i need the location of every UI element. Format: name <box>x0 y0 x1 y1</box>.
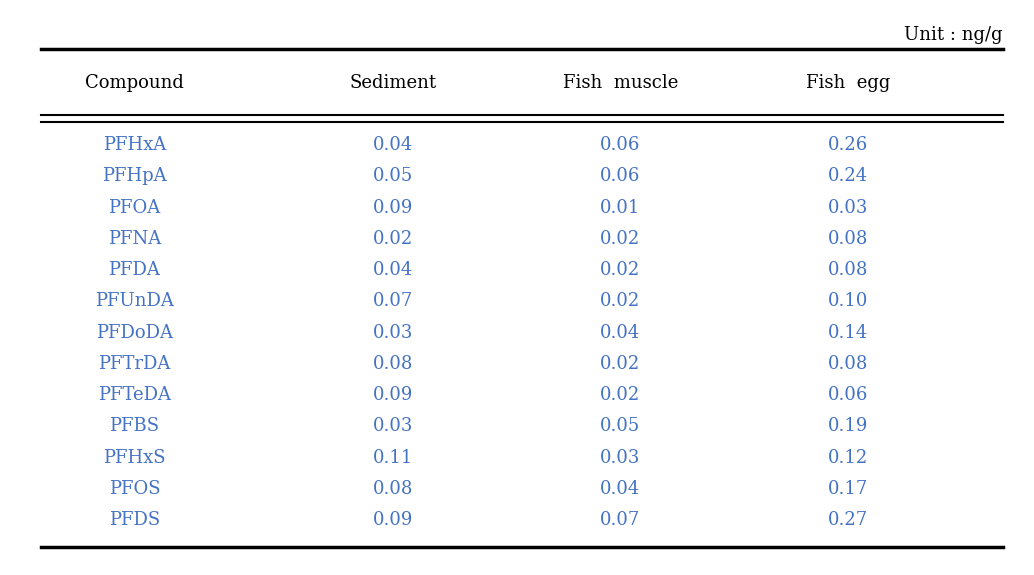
Text: 0.06: 0.06 <box>827 386 869 404</box>
Text: 0.26: 0.26 <box>828 136 868 154</box>
Text: 0.04: 0.04 <box>601 324 640 342</box>
Text: 0.17: 0.17 <box>828 480 868 498</box>
Text: PFBS: PFBS <box>110 417 159 435</box>
Text: 0.11: 0.11 <box>372 448 414 467</box>
Text: PFNA: PFNA <box>108 230 161 248</box>
Text: PFUnDA: PFUnDA <box>95 292 174 311</box>
Text: 0.09: 0.09 <box>372 386 414 404</box>
Text: 0.01: 0.01 <box>600 198 641 217</box>
Text: 0.19: 0.19 <box>827 417 869 435</box>
Text: 0.02: 0.02 <box>601 386 640 404</box>
Text: 0.08: 0.08 <box>827 230 869 248</box>
Text: 0.03: 0.03 <box>827 198 869 217</box>
Text: 0.08: 0.08 <box>827 261 869 279</box>
Text: Unit : ng/g: Unit : ng/g <box>905 26 1003 44</box>
Text: 0.03: 0.03 <box>372 417 414 435</box>
Text: 0.03: 0.03 <box>600 448 641 467</box>
Text: 0.08: 0.08 <box>827 355 869 373</box>
Text: Compound: Compound <box>85 74 184 93</box>
Text: 0.14: 0.14 <box>828 324 868 342</box>
Text: Fish  muscle: Fish muscle <box>562 74 678 93</box>
Text: 0.12: 0.12 <box>828 448 868 467</box>
Text: PFOA: PFOA <box>109 198 160 217</box>
Text: 0.05: 0.05 <box>601 417 640 435</box>
Text: 0.10: 0.10 <box>827 292 869 311</box>
Text: 0.04: 0.04 <box>373 136 413 154</box>
Text: 0.02: 0.02 <box>601 292 640 311</box>
Text: PFTrDA: PFTrDA <box>98 355 171 373</box>
Text: 0.09: 0.09 <box>372 511 414 529</box>
Text: PFDS: PFDS <box>109 511 160 529</box>
Text: 0.02: 0.02 <box>601 230 640 248</box>
Text: 0.05: 0.05 <box>373 167 413 185</box>
Text: PFHxS: PFHxS <box>103 448 165 467</box>
Text: 0.03: 0.03 <box>372 324 414 342</box>
Text: PFDA: PFDA <box>109 261 160 279</box>
Text: PFHpA: PFHpA <box>102 167 166 185</box>
Text: PFHxA: PFHxA <box>102 136 166 154</box>
Text: 0.09: 0.09 <box>372 198 414 217</box>
Text: 0.02: 0.02 <box>601 355 640 373</box>
Text: PFTeDA: PFTeDA <box>98 386 171 404</box>
Text: 0.02: 0.02 <box>601 261 640 279</box>
Text: 0.07: 0.07 <box>373 292 413 311</box>
Text: 0.06: 0.06 <box>600 167 641 185</box>
Text: PFDoDA: PFDoDA <box>96 324 173 342</box>
Text: 0.04: 0.04 <box>601 480 640 498</box>
Text: 0.06: 0.06 <box>600 136 641 154</box>
Text: 0.27: 0.27 <box>828 511 868 529</box>
Text: Fish  egg: Fish egg <box>805 74 890 93</box>
Text: 0.02: 0.02 <box>373 230 413 248</box>
Text: 0.24: 0.24 <box>828 167 868 185</box>
Text: 0.07: 0.07 <box>601 511 640 529</box>
Text: Sediment: Sediment <box>349 74 436 93</box>
Text: 0.08: 0.08 <box>372 480 414 498</box>
Text: 0.04: 0.04 <box>373 261 413 279</box>
Text: PFOS: PFOS <box>109 480 160 498</box>
Text: 0.08: 0.08 <box>372 355 414 373</box>
